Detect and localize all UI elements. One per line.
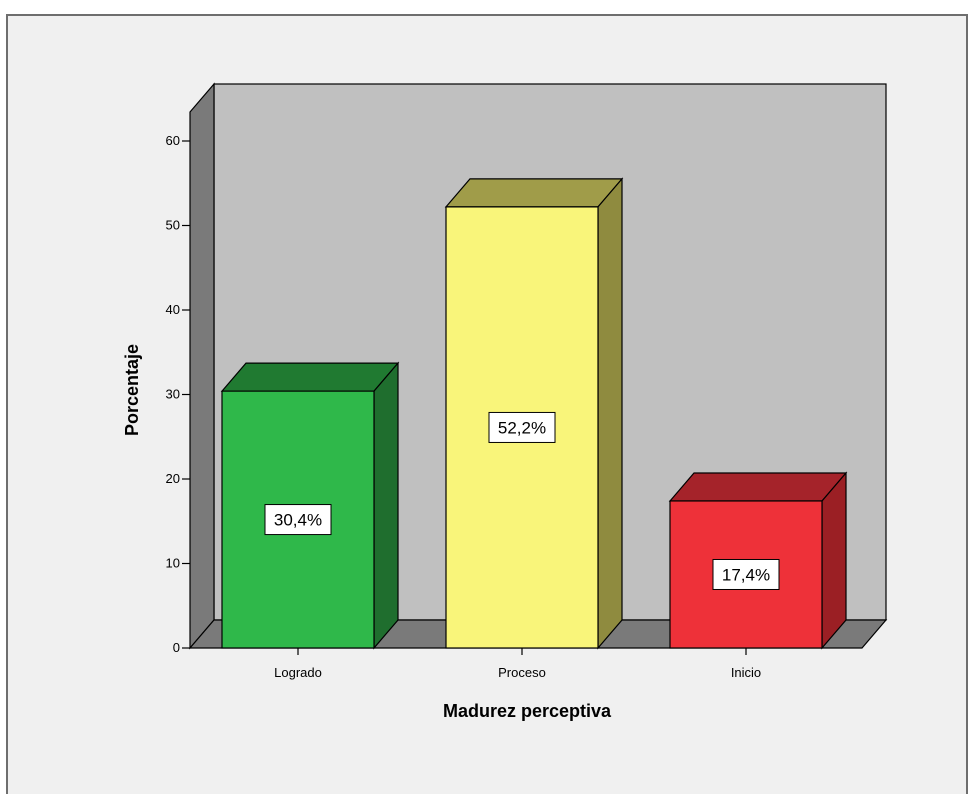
bars: 30,4% 52,2% 17,4% bbox=[220, 177, 848, 650]
y-tick-label: 0 bbox=[173, 640, 180, 655]
y-tick-label: 50 bbox=[166, 218, 180, 233]
y-tick-label: 60 bbox=[166, 133, 180, 148]
x-axis-title: Madurez perceptiva bbox=[443, 701, 612, 721]
x-tick-label: Inicio bbox=[731, 665, 761, 680]
x-tick-label: Proceso bbox=[498, 665, 546, 680]
y-tick-label: 40 bbox=[166, 302, 180, 317]
bar-top bbox=[444, 178, 624, 208]
bar-side bbox=[821, 471, 847, 650]
data-label: 30,4% bbox=[274, 511, 322, 530]
bar-logrado: 30,4% bbox=[220, 361, 400, 650]
data-label: 52,2% bbox=[498, 418, 546, 437]
data-label: 17,4% bbox=[722, 565, 770, 584]
y-tick-label: 30 bbox=[166, 387, 180, 402]
bar-inicio: 17,4% bbox=[668, 471, 848, 650]
data-label-box bbox=[712, 558, 780, 590]
bar-proceso: 52,2% bbox=[444, 177, 624, 650]
data-label-box bbox=[264, 504, 332, 536]
x-axis: Logrado Proceso Inicio bbox=[274, 648, 761, 680]
y-axis: 0 10 20 30 40 50 60 bbox=[166, 133, 190, 655]
side-wall bbox=[189, 82, 215, 650]
y-tick-label: 20 bbox=[166, 471, 180, 486]
bar-top bbox=[220, 362, 400, 392]
bar-side bbox=[597, 177, 623, 650]
y-axis-title: Porcentaje bbox=[122, 344, 142, 436]
y-tick-label: 10 bbox=[166, 556, 180, 571]
data-label-box bbox=[488, 411, 556, 443]
x-tick-label: Logrado bbox=[274, 665, 322, 680]
bar-top bbox=[668, 472, 848, 502]
bar-side bbox=[373, 361, 399, 650]
